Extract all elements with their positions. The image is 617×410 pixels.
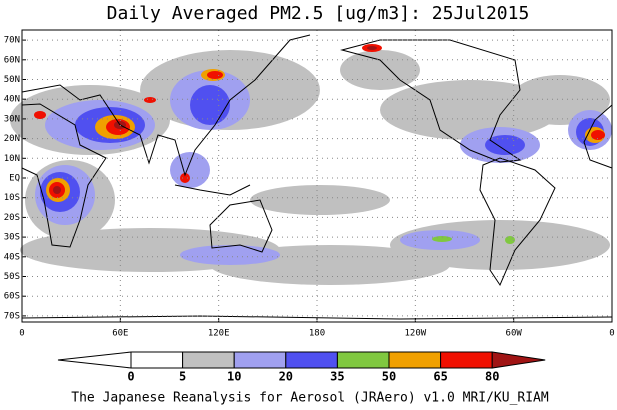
lat-label: 60N (4, 55, 20, 65)
colorbar-label: 65 (433, 370, 447, 384)
lat-label: 10N (4, 154, 20, 164)
lon-label: 0 (609, 329, 614, 339)
lat-label: 30S (4, 233, 20, 243)
colorbar-label: 0 (127, 370, 134, 384)
lat-label: 10S (4, 193, 20, 203)
lat-label: 40S (4, 252, 20, 262)
lon-label: 180 (309, 329, 325, 339)
title: Daily Averaged PM2.5 [ug/m3]: 25Jul2015 (107, 3, 530, 24)
colorbar: 0 5 10 20 35 50 65 80 (57, 351, 546, 384)
lat-label: 50S (4, 272, 20, 282)
colorbar-segment (388, 351, 442, 369)
colorbar-label: 80 (485, 370, 499, 384)
lon-label: 60W (506, 329, 523, 339)
lat-label: 60S (4, 292, 20, 302)
colorbar-label: 5 (179, 370, 186, 384)
colorbar-label: 20 (279, 370, 293, 384)
lon-label: 120W (404, 329, 426, 339)
lat-label: 50N (4, 75, 20, 85)
lon-label: 0 (19, 329, 24, 339)
map-field (10, 30, 613, 322)
colorbar-label: 35 (330, 370, 344, 384)
map-frame (21, 29, 613, 323)
colorbar-segment (182, 351, 235, 369)
lat-label: 20N (4, 134, 20, 144)
colorbar-segment (285, 351, 338, 369)
lat-label: EQ (9, 174, 20, 184)
footer: The Japanese Reanalysis for Aerosol (JRA… (71, 391, 549, 406)
colorbar-segment (336, 351, 390, 369)
colorbar-low-triangle (57, 351, 132, 369)
colorbar-label: 10 (227, 370, 241, 384)
colorbar-label: 50 (382, 370, 396, 384)
lat-label: 70N (4, 36, 20, 46)
lat-label: 30N (4, 114, 20, 124)
lon-label: 120E (208, 329, 230, 339)
lat-label: 40N (4, 95, 20, 105)
lon-label: 60E (112, 329, 128, 339)
colorbar-segment (233, 351, 287, 369)
lat-label: 70S (4, 311, 20, 321)
colorbar-segment (130, 351, 184, 369)
coastlines (21, 34, 613, 320)
colorbar-high-triangle (491, 351, 546, 369)
colorbar-segment (440, 351, 493, 369)
grid: 70N 60N 50N 40N 30N 20N 10N EQ 10S 20S 30S 40S 50S 60… (4, 30, 615, 339)
lat-label: 20S (4, 213, 20, 223)
